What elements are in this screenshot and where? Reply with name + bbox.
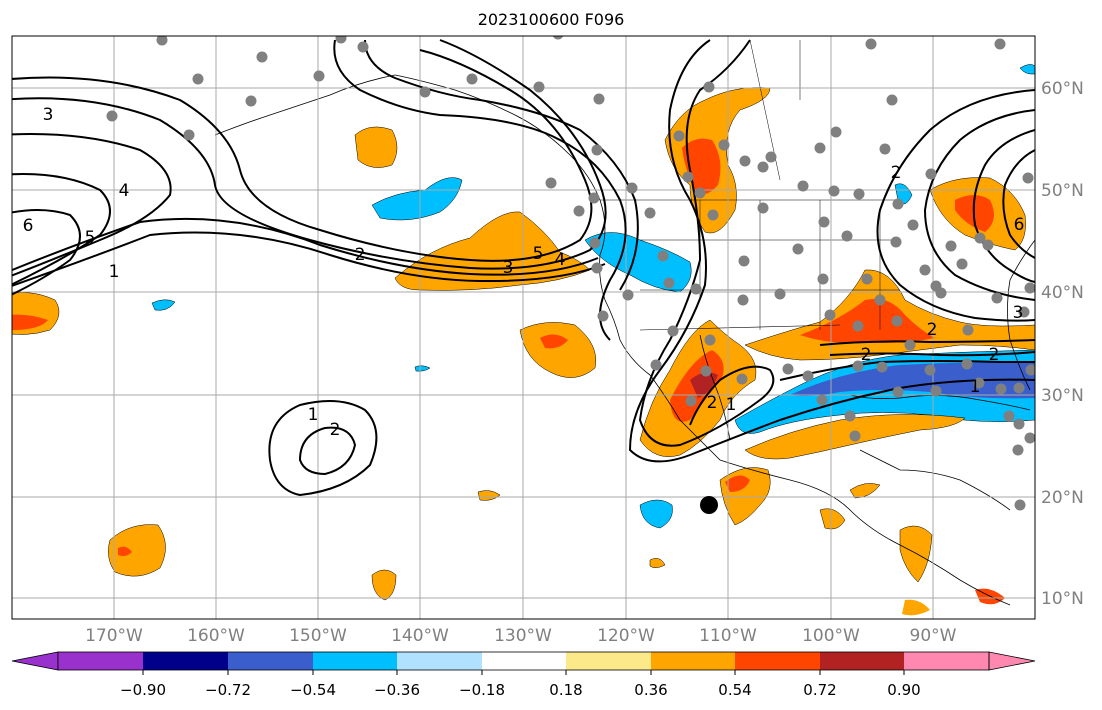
colorbar-tick-label: 0.36 (634, 681, 667, 699)
contour-label: 2 (989, 345, 1000, 365)
latitude-label: 10°N (1041, 589, 1084, 609)
longitude-label-group: 170°W 160°W 150°W 140°W 130°W 120°W 110°… (85, 626, 957, 646)
longitude-label: 120°W (597, 626, 655, 646)
longitude-label: 140°W (391, 626, 449, 646)
contour-label-group: 3 4 6 5 1 2 3 5 4 1 2 2 6 3 2 2 2 1 1 2 (23, 105, 1025, 440)
colorbar-tick-label: −0.72 (205, 681, 251, 699)
colorbar-tick-label: 0.54 (718, 681, 751, 699)
colorbar-swatch (735, 652, 820, 670)
latitude-label: 60°N (1041, 79, 1084, 99)
colorbar-swatch (228, 652, 313, 670)
colorbar-swatch (143, 652, 228, 670)
contour-label: 1 (109, 262, 120, 282)
colorbar-over-arrow (988, 651, 1036, 671)
colorbar-tick-label: 0.72 (803, 681, 836, 699)
center-marker (700, 496, 718, 514)
map-frame (11, 35, 1036, 620)
contour-label: 1 (308, 405, 319, 425)
colorbar-swatch (820, 652, 904, 670)
latitude-label: 50°N (1041, 181, 1084, 201)
longitude-label: 130°W (494, 626, 552, 646)
colorbar-tick-label: −0.18 (459, 681, 505, 699)
station-dots (106, 36, 1035, 511)
contour-label: 5 (533, 244, 544, 264)
map-gridlines (12, 36, 1035, 619)
longitude-label: 90°W (910, 626, 957, 646)
colorbar: −0.90 −0.72 −0.54 −0.36 −0.18 0.18 0.36 … (11, 651, 1036, 699)
contour-label: 2 (861, 345, 872, 365)
contour-label: 4 (555, 250, 566, 270)
longitude-label: 160°W (187, 626, 245, 646)
longitude-label: 170°W (85, 626, 143, 646)
colorbar-tick-label: 0.18 (549, 681, 582, 699)
longitude-label: 100°W (802, 626, 860, 646)
contour-label: 3 (43, 105, 54, 125)
longitude-label: 150°W (289, 626, 347, 646)
latitude-label: 40°N (1041, 283, 1084, 303)
contour-label: 2 (355, 245, 366, 265)
latitude-label: 30°N (1041, 386, 1084, 406)
colorbar-under-arrow (11, 651, 59, 671)
colorbar-tick-label: −0.36 (374, 681, 420, 699)
contour-label: 1 (726, 395, 737, 415)
latitude-label-group: 60°N 50°N 40°N 30°N 20°N 10°N (1041, 79, 1084, 609)
contour-label: 3 (1013, 303, 1024, 323)
colorbar-swatch (904, 652, 989, 670)
colorbar-swatch (58, 652, 143, 670)
colorbar-tick-label: 0.90 (887, 681, 920, 699)
colorbar-swatch (482, 652, 566, 670)
contour-label: 2 (330, 420, 341, 440)
contour-label: 6 (23, 216, 34, 236)
contour-label: 1 (970, 377, 981, 397)
map-title: 2023100600 F096 (477, 10, 625, 29)
colorbar-swatch (397, 652, 482, 670)
colorbar-swatch (313, 652, 397, 670)
contour-label: 6 (1014, 215, 1025, 235)
contour-label: 3 (503, 258, 514, 278)
colorbar-swatch (651, 652, 735, 670)
colorbar-tick-label: −0.54 (290, 681, 336, 699)
longitude-label: 110°W (699, 626, 757, 646)
latitude-label: 20°N (1041, 488, 1084, 508)
contour-label: 2 (927, 320, 938, 340)
contour-label: 2 (707, 393, 718, 413)
contour-label: 5 (85, 228, 96, 248)
contour-label: 4 (119, 181, 130, 201)
colorbar-tick-label: −0.90 (120, 681, 166, 699)
colorbar-swatch (566, 652, 651, 670)
contour-label: 2 (891, 163, 902, 183)
